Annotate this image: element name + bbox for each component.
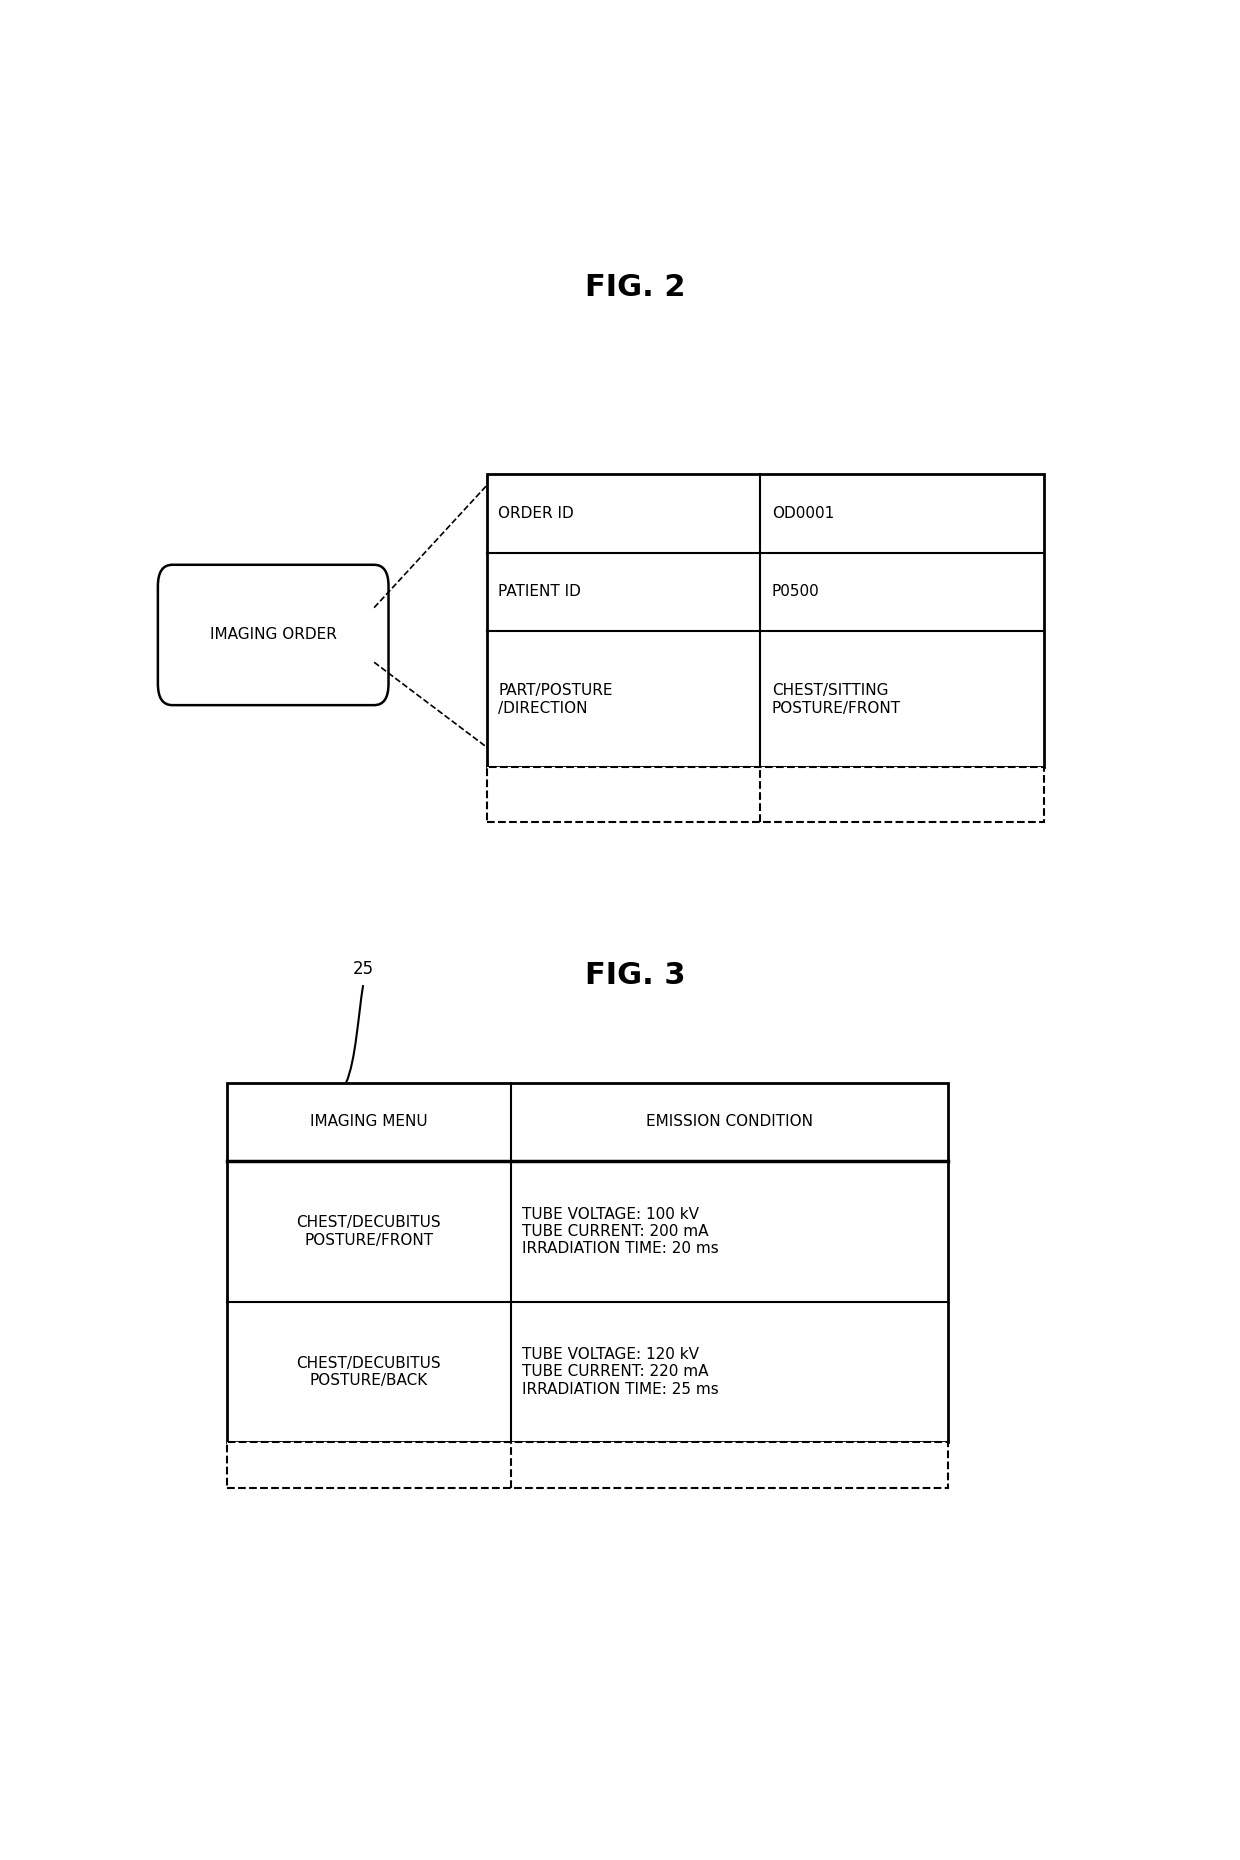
Bar — [486, 474, 1044, 768]
Text: EMISSION CONDITION: EMISSION CONDITION — [646, 1114, 812, 1129]
Text: FIG. 3: FIG. 3 — [585, 962, 686, 990]
Text: PATIENT ID: PATIENT ID — [498, 584, 582, 599]
Text: IMAGING ORDER: IMAGING ORDER — [210, 627, 336, 642]
Text: P0500: P0500 — [773, 584, 820, 599]
Text: CHEST/DECUBITUS
POSTURE/FRONT: CHEST/DECUBITUS POSTURE/FRONT — [296, 1215, 441, 1248]
Text: PART/POSTURE
/DIRECTION: PART/POSTURE /DIRECTION — [498, 683, 613, 716]
Text: 25: 25 — [352, 960, 373, 978]
FancyBboxPatch shape — [157, 565, 388, 705]
Text: TUBE VOLTAGE: 100 kV
TUBE CURRENT: 200 mA
IRRADIATION TIME: 20 ms: TUBE VOLTAGE: 100 kV TUBE CURRENT: 200 m… — [522, 1207, 719, 1256]
Text: FIG. 2: FIG. 2 — [585, 273, 686, 303]
Text: ORDER ID: ORDER ID — [498, 506, 574, 521]
Bar — [486, 768, 1044, 822]
Text: CHEST/SITTING
POSTURE/FRONT: CHEST/SITTING POSTURE/FRONT — [773, 683, 901, 716]
Text: CHEST/DECUBITUS
POSTURE/BACK: CHEST/DECUBITUS POSTURE/BACK — [296, 1356, 441, 1388]
Bar — [227, 1083, 947, 1442]
Bar — [227, 1442, 947, 1488]
Text: IMAGING MENU: IMAGING MENU — [310, 1114, 428, 1129]
Text: OD0001: OD0001 — [773, 506, 835, 521]
Text: TUBE VOLTAGE: 120 kV
TUBE CURRENT: 220 mA
IRRADIATION TIME: 25 ms: TUBE VOLTAGE: 120 kV TUBE CURRENT: 220 m… — [522, 1347, 719, 1397]
